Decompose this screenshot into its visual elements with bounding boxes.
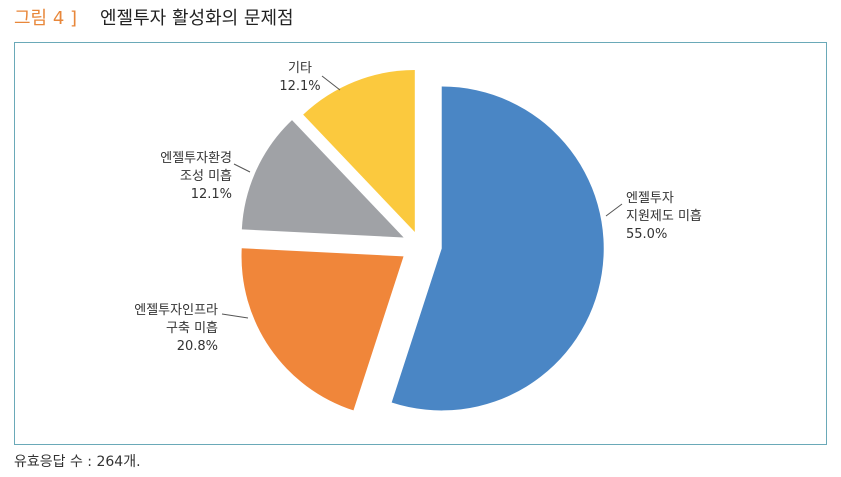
note: 유효응답 수 : 264개.	[14, 454, 141, 470]
leader-line	[605, 203, 623, 217]
figure-label: 그림 4 ]	[14, 8, 77, 29]
frame	[14, 42, 827, 445]
pie-slice	[391, 86, 604, 411]
value-label: 12.1%	[191, 187, 232, 202]
chart-title: 엔젤투자 활성화의 문제점	[100, 8, 294, 29]
slice-label: 엔젤투자인프라 구축 미흡	[134, 303, 218, 336]
value-label: 12.1%	[279, 79, 320, 94]
leader-line	[221, 313, 249, 319]
slice-label: 엔젤투자환경 조성 미흡	[160, 151, 232, 184]
slice-label: 엔젤투자 지원제도 미흡	[626, 191, 702, 224]
pie-slice	[303, 69, 415, 232]
value-label: 20.8%	[177, 339, 218, 354]
leader-line	[233, 163, 251, 173]
value-label: 55.0%	[626, 227, 667, 242]
pie-slice	[241, 248, 404, 411]
leader-line	[321, 75, 341, 91]
pie-slice	[241, 120, 404, 238]
slice-label: 기타	[288, 61, 312, 76]
